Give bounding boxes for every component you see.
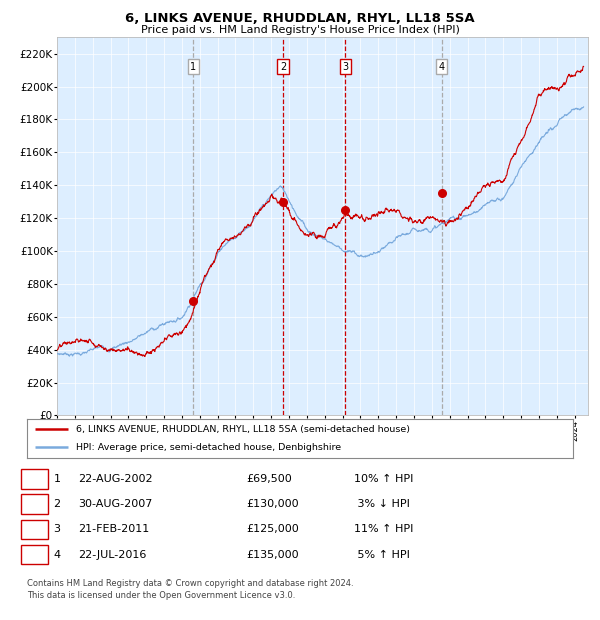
Text: 2: 2: [53, 499, 61, 509]
Text: 6, LINKS AVENUE, RHUDDLAN, RHYL, LL18 5SA (semi-detached house): 6, LINKS AVENUE, RHUDDLAN, RHYL, LL18 5S…: [76, 425, 410, 434]
FancyBboxPatch shape: [21, 495, 48, 514]
Text: Contains HM Land Registry data © Crown copyright and database right 2024.: Contains HM Land Registry data © Crown c…: [27, 579, 353, 588]
Text: 3% ↓ HPI: 3% ↓ HPI: [354, 499, 410, 509]
Text: HPI: Average price, semi-detached house, Denbighshire: HPI: Average price, semi-detached house,…: [76, 443, 341, 452]
Text: 21-FEB-2011: 21-FEB-2011: [78, 525, 149, 534]
Text: 1: 1: [190, 62, 196, 72]
Text: 6, LINKS AVENUE, RHUDDLAN, RHYL, LL18 5SA: 6, LINKS AVENUE, RHUDDLAN, RHYL, LL18 5S…: [125, 12, 475, 25]
Text: 10% ↑ HPI: 10% ↑ HPI: [354, 474, 413, 484]
Text: 1: 1: [53, 474, 61, 484]
Text: This data is licensed under the Open Government Licence v3.0.: This data is licensed under the Open Gov…: [27, 591, 295, 600]
Text: 4: 4: [439, 62, 445, 72]
Text: 30-AUG-2007: 30-AUG-2007: [78, 499, 152, 509]
FancyBboxPatch shape: [21, 469, 48, 489]
Text: 22-AUG-2002: 22-AUG-2002: [78, 474, 152, 484]
Text: £69,500: £69,500: [246, 474, 292, 484]
Text: 5% ↑ HPI: 5% ↑ HPI: [354, 550, 410, 560]
Text: 11% ↑ HPI: 11% ↑ HPI: [354, 525, 413, 534]
Text: 3: 3: [342, 62, 348, 72]
Text: Price paid vs. HM Land Registry's House Price Index (HPI): Price paid vs. HM Land Registry's House …: [140, 25, 460, 35]
Text: £130,000: £130,000: [246, 499, 299, 509]
Text: 2: 2: [280, 62, 286, 72]
FancyBboxPatch shape: [21, 520, 48, 539]
Text: 22-JUL-2016: 22-JUL-2016: [78, 550, 146, 560]
Text: £125,000: £125,000: [246, 525, 299, 534]
Text: £135,000: £135,000: [246, 550, 299, 560]
Text: 3: 3: [53, 525, 61, 534]
FancyBboxPatch shape: [21, 545, 48, 564]
Text: 4: 4: [53, 550, 61, 560]
